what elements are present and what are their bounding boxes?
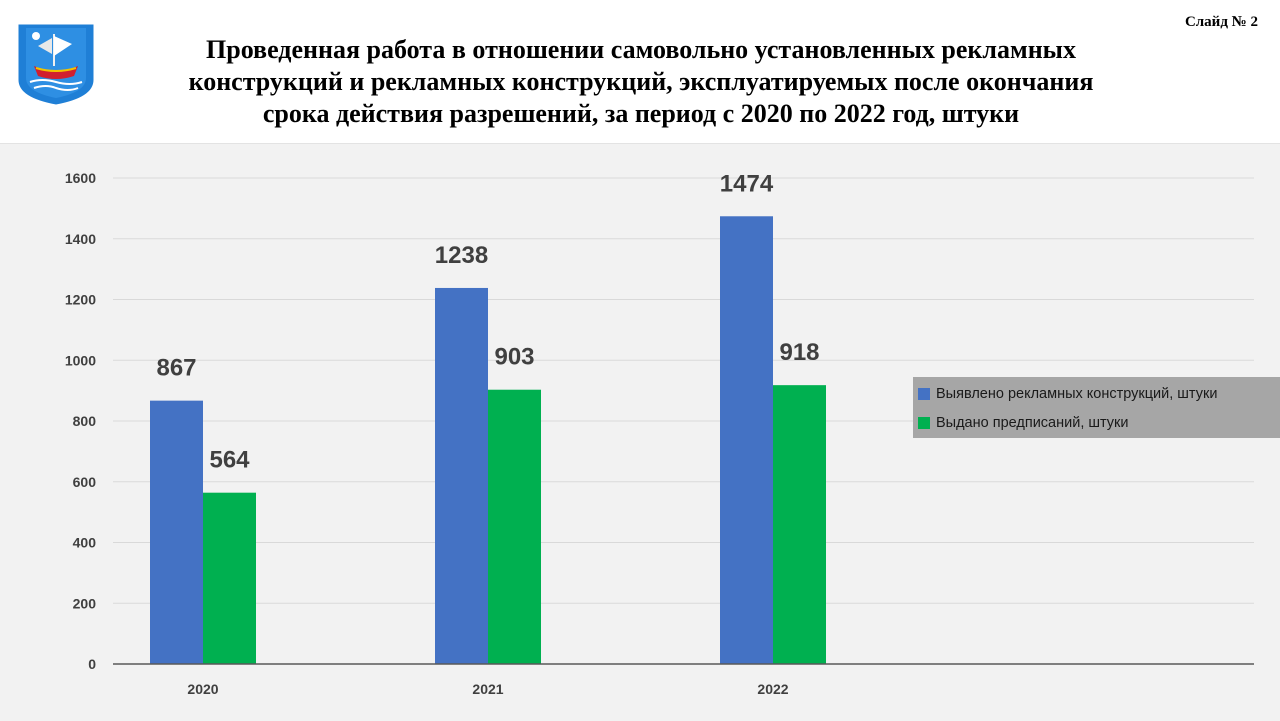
city-coat-of-arms-ship-icon	[17, 23, 95, 106]
legend-item: Выявлено рекламных конструкций, штуки	[918, 384, 1217, 404]
data-label: 1238	[435, 242, 488, 269]
slide-title-line: конструкций и рекламных конструкций, экс…	[188, 67, 1094, 96]
y-tick-label: 800	[73, 413, 97, 429]
data-label: 1474	[720, 170, 774, 197]
slide-title: Проведенная работа в отношении самовольн…	[110, 34, 1172, 130]
data-label: 564	[209, 447, 250, 474]
y-tick-label: 1600	[65, 170, 96, 186]
x-tick-label: 2021	[472, 681, 503, 697]
bar-orders-2022	[773, 385, 826, 664]
slide-number: Слайд № 2	[1184, 14, 1258, 30]
data-label: 867	[156, 355, 196, 382]
legend-swatch-series-2	[918, 417, 930, 429]
bar-orders-2020	[203, 492, 256, 664]
slide-header: Слайд № 2 Проведенная работа в отношении…	[0, 0, 1280, 143]
data-label: 918	[779, 339, 819, 366]
y-tick-label: 1200	[65, 292, 96, 308]
x-tick-label: 2020	[187, 681, 218, 697]
y-tick-label: 200	[73, 595, 97, 611]
bar-orders-2021	[488, 389, 541, 664]
legend-label: Выдано предписаний, штуки	[936, 415, 1129, 431]
bar-detected-2022	[720, 216, 773, 664]
y-tick-label: 1000	[65, 352, 96, 368]
y-tick-label: 0	[88, 656, 96, 672]
legend-swatch-series-1	[918, 388, 930, 400]
bar-detected-2021	[435, 287, 488, 664]
y-tick-label: 600	[73, 474, 97, 490]
chart-legend: Выявлено рекламных конструкций, штуки Вы…	[913, 377, 1280, 438]
legend-item: Выдано предписаний, штуки	[918, 413, 1129, 433]
slide-title-line: срока действия разрешений, за период с 2…	[262, 99, 1020, 128]
y-tick-label: 400	[73, 535, 97, 551]
x-tick-label: 2022	[757, 681, 788, 697]
data-label: 903	[494, 344, 534, 371]
legend-label: Выявлено рекламных конструкций, штуки	[936, 386, 1218, 402]
bar-detected-2020	[150, 400, 203, 664]
slide-title-line: Проведенная работа в отношении самовольн…	[206, 35, 1076, 64]
y-tick-label: 1400	[65, 231, 96, 247]
